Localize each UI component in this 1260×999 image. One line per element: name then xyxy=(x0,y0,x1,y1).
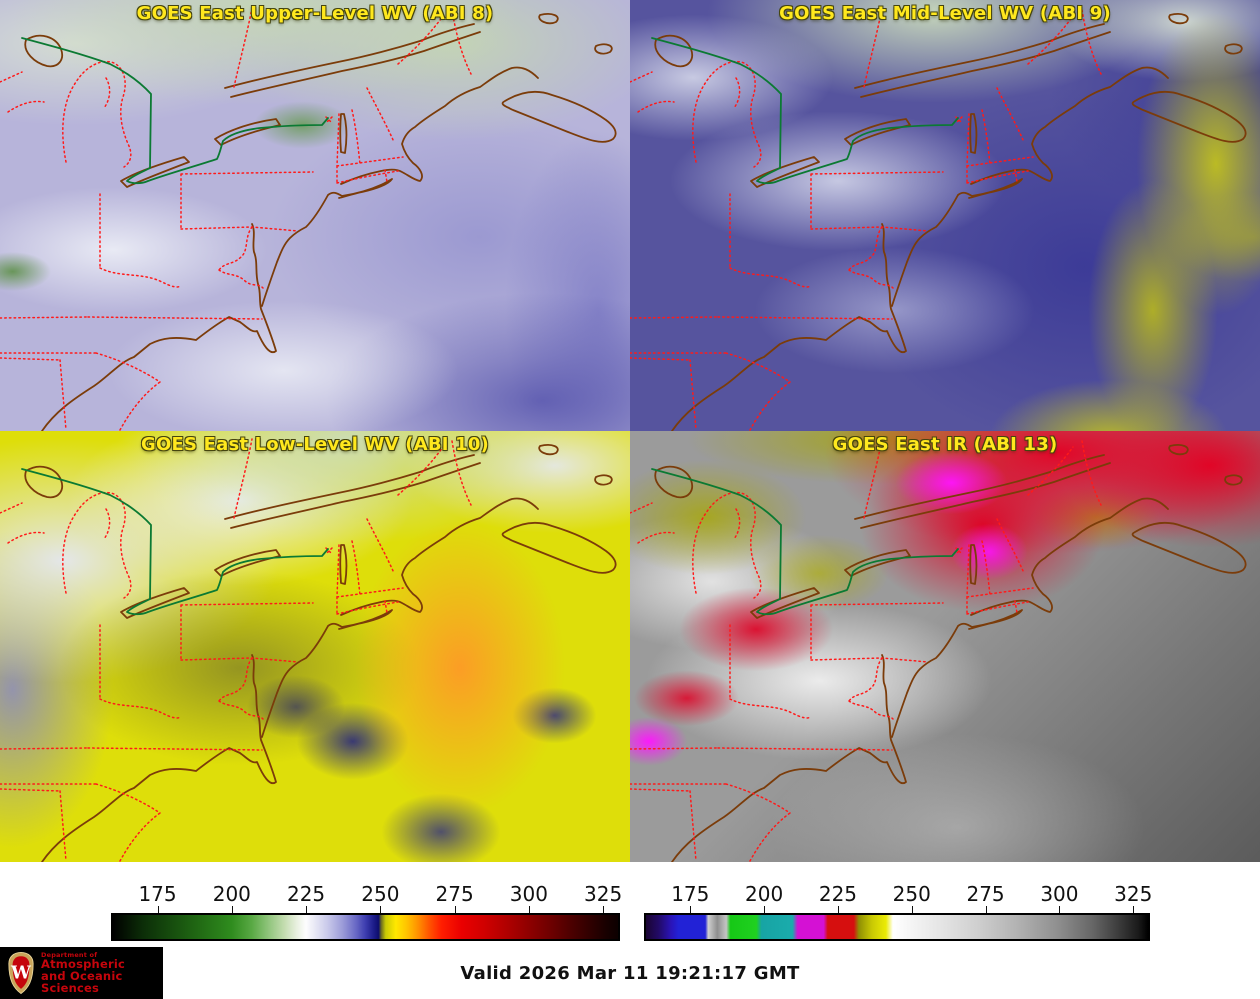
colorbar-tick-mark xyxy=(603,906,605,913)
panel-low-level-wv: GOES East Low-Level WV (ABI 10) xyxy=(0,431,630,862)
colorbar-ir-labels: 175 200 225 250 275 300 325 xyxy=(646,882,1152,906)
map-overlay-slot xyxy=(0,0,630,431)
colorbar-tick-label: 325 xyxy=(1114,882,1153,906)
footer: W Department of Atmospheric and Oceanic … xyxy=(0,947,1260,999)
colorbar-tick-label: 250 xyxy=(892,882,931,906)
colorbar-tick-mark xyxy=(690,906,692,913)
colorbar-tick-label: 175 xyxy=(138,882,177,906)
colorbar-tick-label: 175 xyxy=(671,882,710,906)
panel-title-abi10: GOES East Low-Level WV (ABI 10) xyxy=(141,434,489,455)
colorbar-tick-mark xyxy=(454,906,456,913)
international-border-path xyxy=(651,37,959,185)
colorbar-ir: 175 200 225 250 275 300 325 xyxy=(644,862,1152,947)
colorbar-ir-ticks xyxy=(646,906,1148,913)
colorbar-tick-label: 300 xyxy=(509,882,548,906)
map-overlay-slot xyxy=(630,431,1260,862)
valid-time-label: Valid 2026 Mar 11 19:21:17 GMT xyxy=(460,962,800,984)
colorbar-wv: 175 200 225 250 275 300 325 xyxy=(111,862,622,947)
logo-dept-line: Department of xyxy=(41,950,98,959)
colorbar-tick-mark xyxy=(911,906,913,913)
colorbar-tick-mark xyxy=(1059,906,1061,913)
colorbar-tick-mark xyxy=(1133,906,1135,913)
colorbar-wv-labels: 175 200 225 250 275 300 325 xyxy=(113,882,622,906)
colorbar-tick-label: 325 xyxy=(584,882,623,906)
map-overlay-slot xyxy=(630,0,1260,431)
colorbar-ir-gradient xyxy=(644,913,1150,941)
map-overlay xyxy=(630,438,1247,862)
panel-ir: GOES East IR (ABI 13) xyxy=(630,431,1260,862)
colorbar-tick-mark xyxy=(837,906,839,913)
map-overlay-slot xyxy=(0,431,630,862)
svg-text:W: W xyxy=(10,963,32,984)
satellite-panel-grid: GOES East Upper-Level WV (ABI 8) GOES Ea… xyxy=(0,0,1260,862)
colorbar-wv-ticks xyxy=(113,906,618,913)
coastline-path xyxy=(24,13,617,431)
colorbar-tick-label: 250 xyxy=(361,882,400,906)
colorbar-tick-label: 200 xyxy=(745,882,784,906)
colorbar-tick-mark xyxy=(380,906,382,913)
international-border-path xyxy=(21,37,329,185)
colorbar-tick-mark xyxy=(528,906,530,913)
state-borders-path xyxy=(0,438,472,862)
colorbar-tick-mark xyxy=(306,906,308,913)
international-border-path xyxy=(651,468,959,616)
colorbar-tick-label: 275 xyxy=(435,882,474,906)
logo-name-line1: Atmospheric xyxy=(41,957,125,972)
colorbar-wv-gradient xyxy=(111,913,620,941)
colorbar-tick-mark xyxy=(157,906,159,913)
satellite-image-abi13 xyxy=(630,431,1260,862)
coastline-path xyxy=(654,444,1247,862)
colorbar-tick-label: 200 xyxy=(212,882,251,906)
panel-upper-level-wv: GOES East Upper-Level WV (ABI 8) xyxy=(0,0,630,431)
state-borders-path xyxy=(630,7,1102,431)
uw-crest-icon: W xyxy=(8,951,34,995)
coastline-path xyxy=(654,13,1247,431)
map-overlay xyxy=(0,438,617,862)
satellite-image-abi9 xyxy=(630,0,1260,431)
colorbar-tick-mark xyxy=(985,906,987,913)
coastline-path xyxy=(24,444,617,862)
colorbar-tick-label: 300 xyxy=(1040,882,1079,906)
colorbar-tick-label: 225 xyxy=(818,882,858,906)
colorbar-tick-label: 225 xyxy=(286,882,326,906)
colorbar-tick-label: 275 xyxy=(966,882,1005,906)
panel-title-abi9: GOES East Mid-Level WV (ABI 9) xyxy=(779,3,1111,24)
international-border-path xyxy=(21,468,329,616)
logo-text: Department of Atmospheric and Oceanic Sc… xyxy=(41,950,163,996)
panel-title-abi13: GOES East IR (ABI 13) xyxy=(832,434,1058,455)
map-overlay xyxy=(0,7,617,431)
state-borders-path xyxy=(0,7,472,431)
panel-title-abi8: GOES East Upper-Level WV (ABI 8) xyxy=(136,3,494,24)
colorbar-tick-mark xyxy=(764,906,766,913)
state-borders-path xyxy=(630,438,1102,862)
uw-aos-logo: W Department of Atmospheric and Oceanic … xyxy=(0,947,163,999)
panel-mid-level-wv: GOES East Mid-Level WV (ABI 9) xyxy=(630,0,1260,431)
colorbar-row: 175 200 225 250 275 300 325 175 200 225 250 275 300… xyxy=(0,862,1260,947)
map-overlay xyxy=(630,7,1247,431)
colorbar-tick-mark xyxy=(231,906,233,913)
logo-name-line2: and Oceanic Sciences xyxy=(41,969,123,996)
